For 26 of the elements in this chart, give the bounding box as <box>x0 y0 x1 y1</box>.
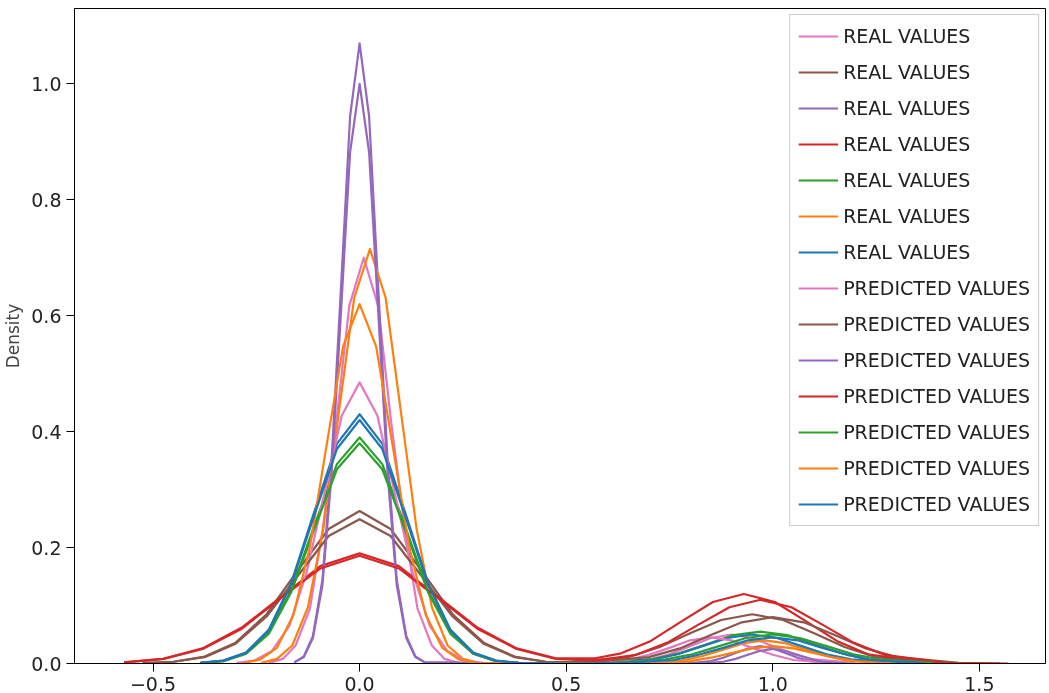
legend-label: REAL VALUES <box>843 240 971 265</box>
x-tick-label: 1.0 <box>757 672 788 693</box>
x-tick-label: 0.5 <box>551 672 582 693</box>
y-tick-label: 1.0 <box>31 72 62 95</box>
y-tick-label: 0.6 <box>31 304 62 327</box>
x-tick-label: 0.0 <box>344 672 375 693</box>
legend-label: REAL VALUES <box>843 132 971 157</box>
legend-label: REAL VALUES <box>843 96 971 121</box>
legend-label: PREDICTED VALUES <box>843 276 1030 301</box>
legend-label: PREDICTED VALUES <box>843 312 1030 337</box>
legend-label: PREDICTED VALUES <box>843 384 1030 409</box>
legend-label: REAL VALUES <box>843 60 971 85</box>
y-tick-label: 0.0 <box>31 652 62 675</box>
legend-label: PREDICTED VALUES <box>843 420 1030 445</box>
legend-label: REAL VALUES <box>843 24 971 49</box>
legend-label: PREDICTED VALUES <box>843 348 1030 373</box>
y-tick-label: 0.2 <box>31 536 62 559</box>
y-tick-label: 0.8 <box>31 188 62 211</box>
legend-label: REAL VALUES <box>843 168 971 193</box>
x-tick-label: 1.5 <box>964 672 995 693</box>
y-axis-title: Density <box>3 303 24 369</box>
legend-label: PREDICTED VALUES <box>843 492 1030 517</box>
y-tick-label: 0.4 <box>31 420 62 443</box>
legend-label: PREDICTED VALUES <box>843 456 1030 481</box>
legend-label: REAL VALUES <box>843 204 971 229</box>
x-tick-label: −0.5 <box>129 672 177 693</box>
